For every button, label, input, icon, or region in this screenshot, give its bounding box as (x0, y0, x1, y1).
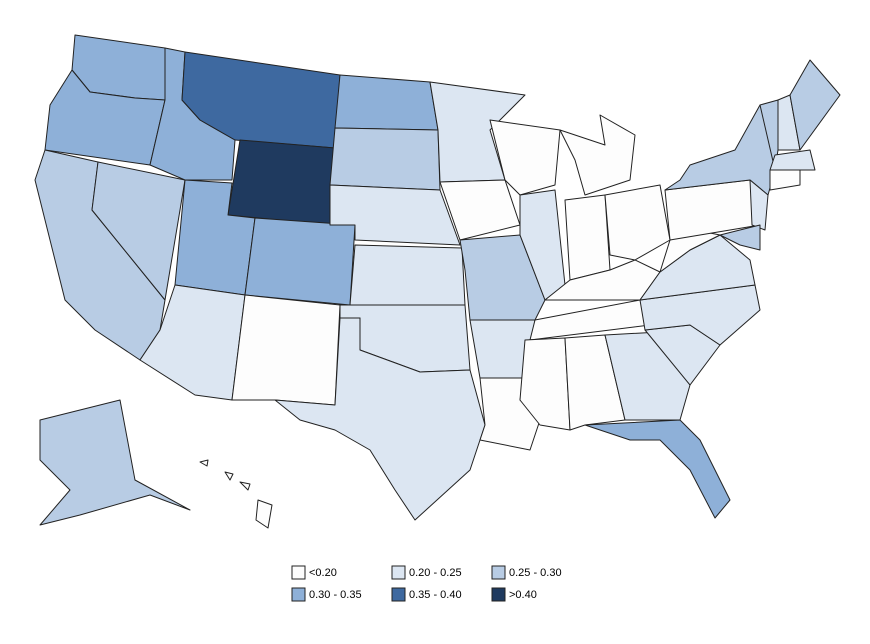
state (719, 224, 761, 251)
state (91, 161, 186, 301)
state (274, 317, 486, 521)
legend-label: 0.30 - 0.35 (309, 589, 362, 601)
legend-swatch (391, 587, 406, 602)
legend-swatch (491, 565, 506, 580)
state (39, 399, 191, 526)
state (255, 499, 273, 529)
legend-swatch (291, 565, 306, 580)
state (244, 217, 356, 306)
legend-label: 0.25 - 0.30 (509, 567, 562, 579)
legend-swatch (291, 587, 306, 602)
legend-label: >0.40 (509, 589, 537, 601)
state (519, 337, 571, 431)
state (334, 74, 439, 131)
state (329, 184, 461, 246)
legend: <0.20 0.20 - 0.25 0.25 - 0.30 0.30 - 0.35 0.… (291, 565, 562, 602)
state (564, 334, 626, 431)
state (604, 184, 671, 261)
state (227, 139, 336, 226)
legend-label: 0.35 - 0.40 (409, 589, 462, 601)
state (789, 59, 841, 151)
state (564, 194, 611, 281)
state (329, 127, 441, 191)
state (559, 114, 636, 196)
legend-label: 0.20 - 0.25 (409, 567, 462, 579)
legend-swatch (391, 565, 406, 580)
state (224, 471, 234, 481)
state (769, 169, 801, 191)
state (349, 244, 466, 306)
state (489, 119, 561, 196)
state (231, 294, 341, 406)
states (34, 34, 841, 529)
state (199, 459, 209, 467)
state (749, 179, 769, 231)
legend-swatch (491, 587, 506, 602)
state (664, 104, 776, 196)
state (239, 481, 251, 491)
state (769, 149, 816, 171)
legend-label: <0.20 (309, 567, 337, 579)
state (584, 419, 731, 519)
